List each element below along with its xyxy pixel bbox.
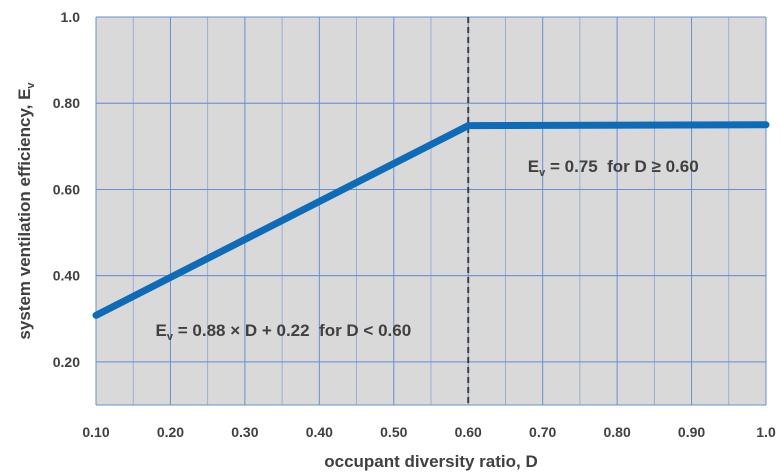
- x-tick-label: 0.50: [380, 424, 407, 440]
- y-axis-ticks: 0.20 0.40 0.60 0.80 1.0: [53, 9, 80, 370]
- x-tick-label: 0.20: [157, 424, 184, 440]
- x-tick-label: 1.0: [756, 424, 776, 440]
- y-axis-title-sub: v: [25, 82, 37, 89]
- annotation-linear: Ev = 0.88 × D + 0.22 for D < 0.60: [156, 321, 412, 343]
- efficiency-line: [92, 121, 770, 319]
- y-tick-label: 0.60: [53, 181, 80, 197]
- y-tick-label: 0.40: [53, 268, 80, 284]
- x-axis-ticks: 0.10 0.20 0.30 0.40 0.50 0.60 0.70 0.80 0.90 1.0: [82, 424, 776, 440]
- y-axis-title-main: system ventilation efficiency, E: [15, 89, 34, 340]
- x-axis-title: occupant diversity ratio, D: [324, 452, 538, 471]
- x-tick-label: 0.90: [678, 424, 705, 440]
- annotation-linear-sub: v: [167, 331, 174, 343]
- y-tick-label: 0.20: [53, 354, 80, 370]
- x-tick-label: 0.80: [603, 424, 630, 440]
- y-axis-title: system ventilation efficiency, Ev: [15, 82, 37, 340]
- x-tick-label: 0.40: [306, 424, 333, 440]
- x-tick-label: 0.70: [529, 424, 556, 440]
- annotation-linear-rest: = 0.88 × D + 0.22 for D < 0.60: [173, 321, 411, 340]
- annotation-constant-rest: = 0.75 for D ≥ 0.60: [545, 157, 698, 176]
- x-tick-label: 0.60: [455, 424, 482, 440]
- annotation-constant-sub: v: [539, 167, 546, 179]
- y-tick-label: 1.0: [61, 9, 81, 25]
- annotation-constant-prefix: E: [528, 157, 539, 176]
- annotation-linear-prefix: E: [156, 321, 167, 340]
- x-tick-label: 0.10: [82, 424, 109, 440]
- y-tick-label: 0.80: [53, 95, 80, 111]
- x-tick-label: 0.30: [231, 424, 258, 440]
- annotation-constant: Ev = 0.75 for D ≥ 0.60: [528, 157, 699, 179]
